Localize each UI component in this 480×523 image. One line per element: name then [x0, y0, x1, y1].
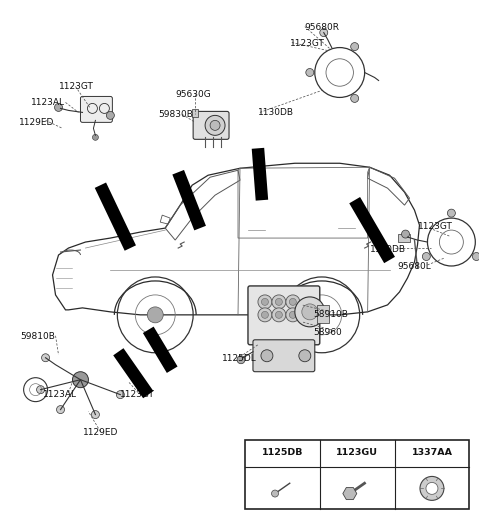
Text: 1125DB: 1125DB [262, 448, 303, 458]
Circle shape [272, 295, 286, 309]
Text: 95630G: 95630G [175, 90, 211, 99]
FancyBboxPatch shape [248, 286, 320, 345]
Text: 1130DB: 1130DB [370, 245, 406, 254]
Text: 1129ED: 1129ED [19, 118, 54, 128]
Circle shape [55, 104, 62, 111]
Text: 1125DL: 1125DL [222, 354, 257, 363]
Circle shape [72, 372, 88, 388]
Circle shape [42, 354, 49, 362]
Circle shape [107, 111, 114, 119]
Text: 1123GT: 1123GT [120, 390, 155, 399]
Text: 95680R: 95680R [305, 22, 340, 31]
Circle shape [351, 95, 359, 103]
FancyBboxPatch shape [81, 96, 112, 122]
Circle shape [276, 311, 282, 319]
Circle shape [147, 307, 163, 323]
Circle shape [57, 406, 64, 414]
Text: 58910B: 58910B [313, 310, 348, 319]
Bar [245, 439, 469, 509]
Circle shape [289, 311, 296, 319]
Circle shape [276, 299, 282, 305]
Text: 1123GT: 1123GT [59, 83, 94, 92]
Circle shape [272, 308, 286, 322]
FancyBboxPatch shape [193, 111, 229, 139]
Text: 1123GT: 1123GT [290, 39, 325, 48]
Circle shape [351, 42, 359, 51]
Text: 1123AL: 1123AL [43, 390, 77, 399]
FancyBboxPatch shape [253, 340, 315, 372]
Circle shape [116, 391, 124, 399]
Circle shape [91, 411, 99, 418]
Circle shape [422, 253, 431, 260]
Circle shape [205, 116, 225, 135]
Circle shape [272, 490, 278, 497]
Circle shape [286, 308, 300, 322]
Circle shape [258, 308, 272, 322]
Text: 95680L: 95680L [397, 262, 432, 271]
Bar [192, 109, 198, 117]
Circle shape [314, 307, 330, 323]
Circle shape [210, 120, 220, 130]
Circle shape [302, 304, 318, 320]
Circle shape [36, 385, 45, 394]
Circle shape [237, 356, 245, 363]
Circle shape [472, 253, 480, 260]
Text: 1337AA: 1337AA [411, 448, 453, 458]
Circle shape [299, 350, 311, 362]
Text: 1129ED: 1129ED [83, 428, 118, 437]
Circle shape [295, 297, 325, 327]
Circle shape [262, 311, 268, 319]
Text: 1123GT: 1123GT [418, 222, 452, 231]
Circle shape [402, 230, 409, 238]
Text: 1123GU: 1123GU [336, 448, 378, 458]
Text: 58960: 58960 [313, 328, 342, 337]
Circle shape [262, 299, 268, 305]
Text: 1123AL: 1123AL [31, 98, 65, 107]
Bar [397, 234, 409, 242]
Circle shape [258, 295, 272, 309]
Circle shape [320, 29, 328, 37]
Circle shape [306, 69, 314, 76]
Circle shape [286, 295, 300, 309]
Circle shape [289, 299, 296, 305]
Text: 59830B: 59830B [158, 110, 193, 119]
Circle shape [261, 350, 273, 362]
Circle shape [426, 482, 438, 494]
Text: 1130DB: 1130DB [258, 108, 294, 117]
Bar [317, 305, 329, 323]
Circle shape [420, 476, 444, 501]
Circle shape [447, 209, 456, 217]
Text: 59810B: 59810B [21, 332, 56, 341]
Circle shape [93, 134, 98, 140]
